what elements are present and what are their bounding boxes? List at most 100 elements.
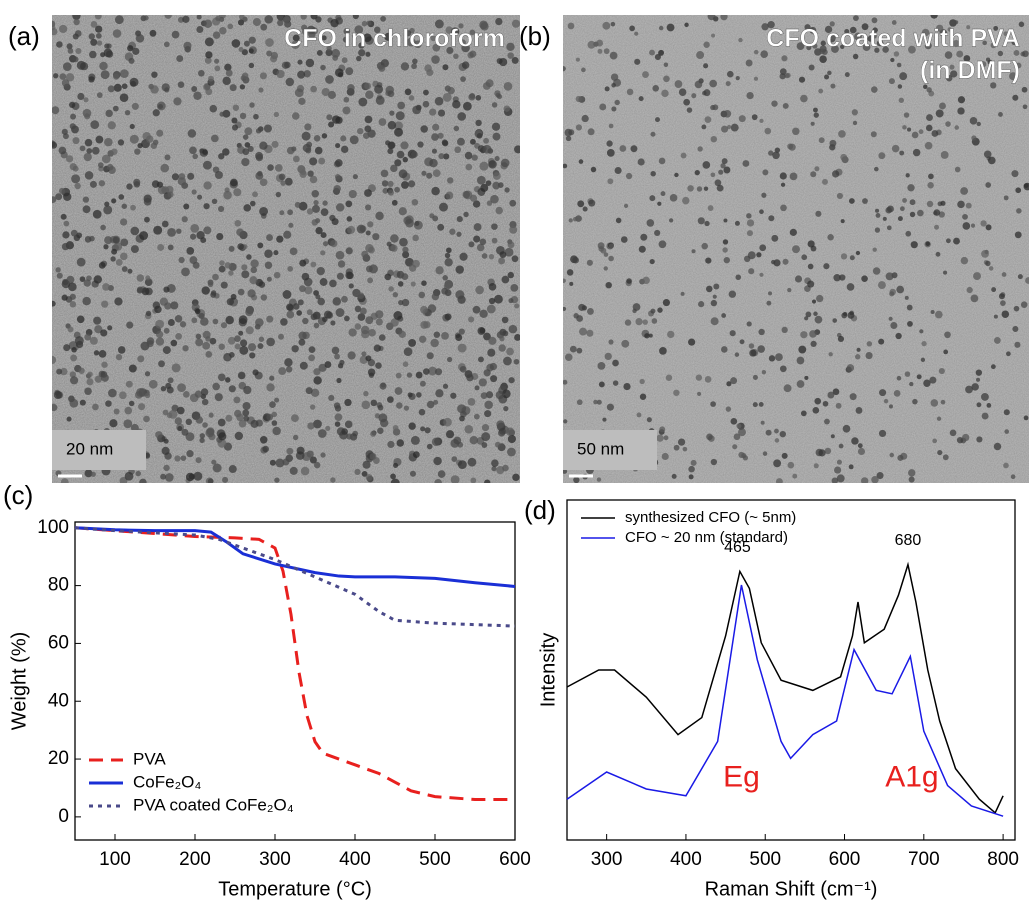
particle [990, 82, 997, 89]
particle [266, 383, 275, 392]
particle [563, 306, 567, 311]
particle [606, 140, 613, 147]
particle [469, 50, 477, 58]
particle [387, 90, 395, 98]
particle [447, 86, 455, 95]
particle [420, 320, 429, 329]
particle [300, 15, 307, 20]
particle [838, 443, 844, 449]
particle [459, 365, 467, 373]
particle [450, 392, 457, 399]
particle [839, 274, 846, 281]
particle [876, 472, 884, 480]
particle [1011, 39, 1018, 46]
particle [347, 225, 356, 234]
particle [611, 82, 616, 88]
particle [909, 211, 916, 218]
particle [191, 86, 198, 92]
particle [623, 382, 631, 391]
particle [207, 281, 214, 288]
particle [640, 233, 648, 241]
particle [857, 443, 863, 449]
particle [129, 123, 135, 130]
particle [394, 127, 403, 137]
particle [934, 224, 940, 230]
particle [813, 463, 819, 469]
particle [833, 274, 841, 282]
particle [982, 40, 987, 46]
particle [612, 380, 619, 386]
charts: (c)100 200 300 400 500 600020406080100Tempera… [3, 480, 1019, 900]
particle [927, 182, 934, 189]
particle [283, 230, 292, 239]
particle [341, 295, 348, 303]
particle [237, 243, 244, 250]
particle [630, 145, 638, 153]
particle [228, 352, 235, 358]
particle [200, 388, 209, 396]
particle [944, 331, 951, 339]
particle [394, 159, 402, 167]
particle [707, 15, 716, 21]
particle [788, 143, 796, 151]
particle [976, 121, 981, 127]
particle [596, 477, 602, 482]
particle [303, 70, 311, 78]
particle [514, 303, 520, 309]
particle [307, 422, 315, 430]
particle [112, 105, 119, 112]
particle [568, 218, 573, 223]
particle [406, 372, 413, 378]
particle [259, 206, 269, 216]
particle [954, 20, 959, 25]
particle [475, 119, 482, 127]
particle [374, 84, 384, 94]
particle [652, 84, 660, 92]
particle [771, 234, 779, 242]
particle [481, 253, 488, 259]
particle [412, 58, 418, 65]
particle [432, 123, 440, 131]
particle [623, 203, 629, 209]
particle [698, 301, 705, 308]
particle [412, 234, 419, 242]
particle [328, 121, 335, 128]
particle [164, 15, 172, 19]
particle [258, 336, 265, 342]
particle [445, 430, 455, 439]
particle [985, 224, 992, 231]
particle [872, 27, 878, 33]
particle [345, 200, 353, 208]
particle [507, 447, 516, 457]
particle [310, 388, 320, 398]
particle [380, 169, 389, 178]
particle [105, 50, 114, 58]
data-line [74, 526, 515, 802]
particle [857, 447, 866, 456]
x-tick-label: 500 [419, 849, 451, 870]
particle [848, 198, 855, 204]
y-tick-label: 0 [58, 806, 69, 827]
particle [482, 144, 492, 154]
particle [390, 318, 399, 327]
particle [608, 123, 614, 129]
particle [241, 270, 250, 279]
particle [197, 194, 203, 200]
particle [205, 351, 213, 358]
particle [921, 341, 927, 347]
particle [943, 349, 949, 355]
scale-bar-label: 20 nm [66, 439, 113, 458]
particle [836, 474, 845, 483]
particle [387, 396, 394, 403]
particle [768, 215, 775, 222]
particle [352, 15, 359, 20]
particle [181, 428, 189, 436]
particle [703, 89, 711, 97]
particle [145, 275, 151, 281]
particle [932, 438, 938, 444]
particle [954, 166, 961, 173]
particle [624, 319, 632, 326]
particle [907, 321, 913, 327]
particle [176, 55, 184, 63]
particle [179, 321, 187, 328]
